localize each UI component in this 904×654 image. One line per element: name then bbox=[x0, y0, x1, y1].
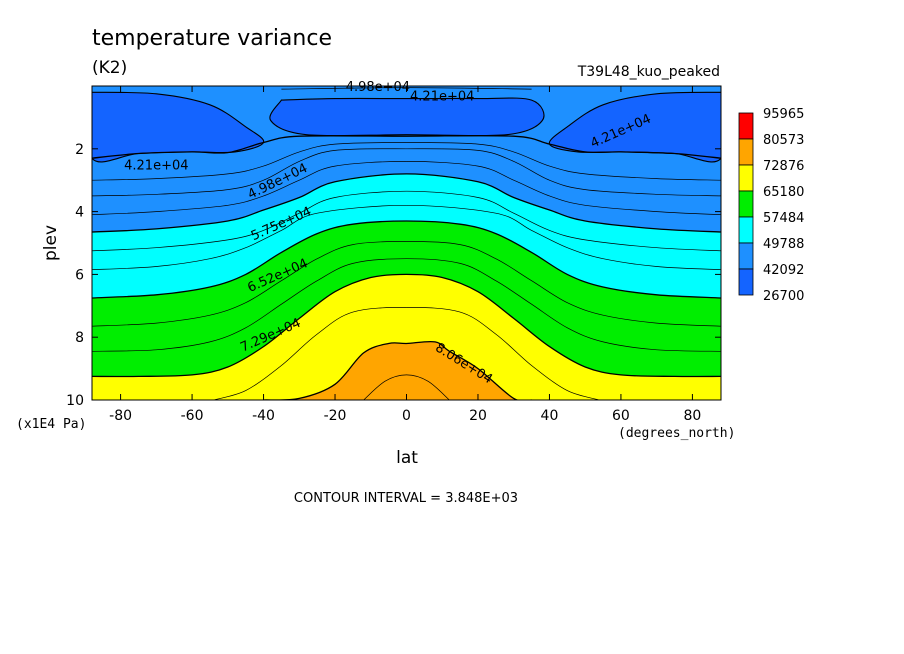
contour-line-11 bbox=[213, 307, 600, 400]
colorbar-swatch-1 bbox=[738, 138, 754, 166]
contour-line-4 bbox=[92, 173, 721, 233]
chart-title: temperature variance bbox=[92, 26, 332, 51]
contour-band-4 bbox=[92, 274, 721, 400]
low-variance-pocket-0 bbox=[92, 91, 265, 163]
colorbar-level-label: 72876 bbox=[763, 159, 804, 174]
contour-interval-note: CONTOUR INTERVAL = 3.848E+03 bbox=[294, 491, 518, 506]
colorbar-level-label: 26700 bbox=[763, 289, 804, 304]
colorbar: 95965 80573 72876 65180 57484 49788 42092 26700 bbox=[738, 107, 804, 304]
x-tick-label: -80 bbox=[109, 408, 132, 424]
x-axis-label: lat bbox=[396, 448, 418, 468]
plot-area: 4.98e+044.21e+044.21e+044.21e+044.98e+04… bbox=[66, 80, 722, 424]
colorbar-swatch-0 bbox=[738, 112, 754, 140]
contour-line-0 bbox=[92, 134, 721, 159]
colorbar-swatch-6 bbox=[738, 268, 754, 296]
contour-line-10 bbox=[92, 273, 721, 378]
y-tick-label: 10 bbox=[66, 393, 84, 409]
contour-line-3 bbox=[92, 161, 721, 216]
x-tick-label: 20 bbox=[469, 408, 487, 424]
contour-lines bbox=[92, 87, 721, 400]
x-tick-label: 60 bbox=[612, 408, 630, 424]
contour-label-1: 4.21e+04 bbox=[410, 89, 474, 104]
contour-line-7 bbox=[92, 220, 721, 299]
x-tick-label: -60 bbox=[181, 408, 204, 424]
x-tick-label: 80 bbox=[683, 408, 701, 424]
contour-line-6 bbox=[92, 204, 721, 271]
contour-label-2: 4.21e+04 bbox=[124, 159, 188, 174]
colorbar-level-label: 80573 bbox=[763, 133, 804, 148]
x-axis-units: (degrees_north) bbox=[618, 426, 735, 441]
x-tick-label: 40 bbox=[541, 408, 559, 424]
contour-line-9 bbox=[92, 258, 721, 352]
y-tick-label: 2 bbox=[75, 142, 84, 158]
contour-label-0: 4.98e+04 bbox=[346, 80, 410, 95]
x-tick-label: 0 bbox=[402, 408, 411, 424]
y-tick-label: 8 bbox=[75, 330, 84, 346]
x-tick-label: -40 bbox=[252, 408, 275, 424]
x-axis: -80 -60 -40 -20 0 20 40 60 80 bbox=[109, 86, 701, 424]
contour-line-12 bbox=[263, 340, 532, 400]
y-axis-label: plev bbox=[41, 225, 61, 261]
y-tick-label: 6 bbox=[75, 267, 84, 283]
contour-line-1 bbox=[92, 142, 721, 181]
colorbar-level-label: 65180 bbox=[763, 185, 804, 200]
colorbar-level-label: 49788 bbox=[763, 237, 804, 252]
colorbar-swatch-3 bbox=[738, 190, 754, 218]
contour-bands bbox=[92, 91, 721, 400]
contour-line-13 bbox=[363, 374, 450, 400]
y-axis-units: (x1E4 Pa) bbox=[16, 417, 86, 432]
x-tick-label: -20 bbox=[324, 408, 347, 424]
colorbar-level-label: 57484 bbox=[763, 211, 804, 226]
contour-line-8 bbox=[92, 241, 721, 327]
y-axis: 2 4 6 8 10 bbox=[66, 142, 721, 409]
chart-units: (K2) bbox=[92, 58, 127, 78]
y-tick-label: 4 bbox=[75, 205, 84, 221]
low-variance-pocket-1 bbox=[548, 91, 721, 163]
contour-line-5 bbox=[92, 190, 721, 252]
colorbar-level-label: 95965 bbox=[763, 107, 804, 122]
run-label: T39L48_kuo_peaked bbox=[577, 64, 720, 80]
colorbar-swatch-2 bbox=[738, 164, 754, 192]
colorbar-swatch-4 bbox=[738, 216, 754, 244]
colorbar-swatch-5 bbox=[738, 242, 754, 270]
contour-band-5 bbox=[295, 341, 516, 400]
low-variance-pocket-2 bbox=[269, 97, 545, 137]
colorbar-level-label: 42092 bbox=[763, 263, 804, 278]
contour-line-2 bbox=[92, 148, 721, 197]
